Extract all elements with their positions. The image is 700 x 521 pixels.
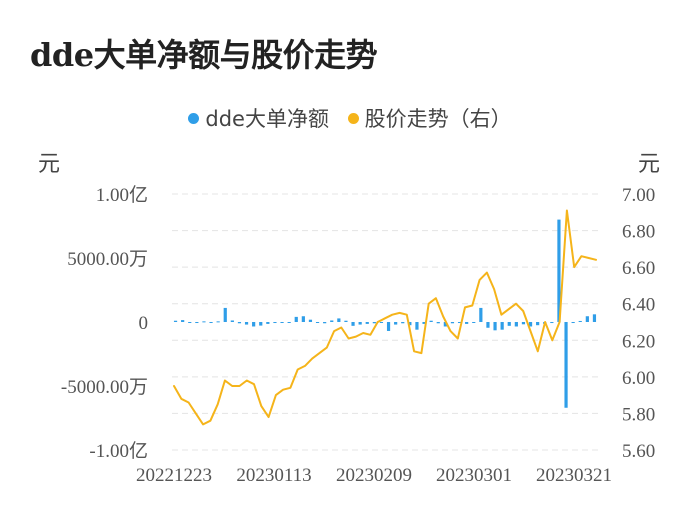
left-axis-unit: 元 (38, 152, 61, 177)
legend-dot-icon (347, 112, 359, 124)
left-tick-label: -1.00亿 (89, 440, 148, 462)
legend-label-dde: dde大单净额 (205, 107, 329, 131)
right-tick-label: 5.60 (622, 441, 655, 462)
chart-legend: dde大单净额 股价走势（右） (0, 103, 700, 133)
dde-bar (422, 322, 426, 324)
dde-bar (436, 322, 440, 324)
legend-label-price: 股价走势（右） (364, 107, 512, 131)
dde-bar (294, 316, 298, 322)
dde-bar (315, 322, 320, 323)
x-tick-label: 20230301 (436, 465, 512, 486)
dde-bar (514, 322, 518, 327)
right-tick-label: 6.60 (622, 258, 655, 279)
dde-bar (173, 320, 178, 322)
dde-bar (457, 322, 462, 324)
dde-bar (252, 322, 256, 327)
dde-bar (273, 322, 277, 324)
dde-bar (536, 322, 540, 326)
dde-bar (344, 320, 348, 322)
legend-item-price[interactable]: 股价走势（右） (347, 103, 512, 133)
dde-bar (557, 219, 561, 322)
x-tick-label: 20221223 (136, 465, 212, 486)
dde-bar (550, 322, 554, 324)
left-tick-label: 1.00亿 (96, 184, 148, 206)
dde-bar (330, 320, 334, 322)
dde-bar (266, 322, 270, 324)
dde-bar (216, 321, 220, 323)
right-tick-label: 5.80 (622, 404, 655, 425)
dde-bar (244, 322, 249, 325)
left-tick-label: -5000.00万 (61, 377, 148, 398)
dde-bar (202, 321, 206, 323)
dde-bar (465, 322, 469, 324)
dde-bar (287, 322, 291, 323)
dde-bar (450, 322, 455, 324)
dde-bar (365, 322, 369, 324)
right-tick-label: 6.00 (622, 368, 655, 389)
dde-bar (401, 322, 405, 324)
dde-bar (209, 322, 213, 323)
dde-bar (415, 322, 419, 330)
x-tick-label: 20230209 (336, 465, 412, 486)
dde-bar (493, 322, 497, 331)
right-tick-label: 6.20 (622, 331, 655, 352)
dde-bar (585, 316, 589, 322)
dde-bar (429, 320, 433, 322)
legend-item-dde[interactable]: dde大单净额 (188, 103, 329, 133)
dde-bar (188, 322, 192, 323)
dde-bar (394, 322, 398, 325)
right-tick-label: 6.80 (622, 222, 655, 243)
dde-bar (479, 307, 483, 322)
dde-bar (521, 322, 526, 325)
dde-bar (351, 322, 355, 326)
page-title: dde大单净额与股价走势 (30, 36, 378, 74)
dde-bar (528, 322, 533, 327)
dde-bar (564, 322, 568, 408)
right-tick-label: 7.00 (622, 185, 655, 206)
dde-bar (301, 316, 305, 322)
dde-bar (308, 319, 313, 322)
dde-bar (472, 322, 476, 323)
x-tick-label: 20230321 (536, 465, 612, 486)
dde-bar (379, 322, 384, 323)
dde-bar (223, 307, 227, 322)
dde-bar (195, 322, 199, 324)
dde-bar (337, 318, 341, 322)
dde-bar (237, 322, 242, 324)
dde-bar (358, 322, 362, 325)
dde-bar (230, 320, 234, 322)
dde-bar (259, 322, 263, 326)
left-tick-label: 5000.00万 (67, 249, 148, 270)
dde-bar (323, 322, 327, 324)
dde-bar (386, 322, 391, 331)
dde-bar (592, 314, 597, 322)
dde-bar (181, 320, 185, 322)
dde-bar (571, 322, 575, 324)
dde-bar (408, 322, 412, 326)
right-tick-label: 6.40 (622, 295, 655, 316)
right-axis-unit: 元 (638, 152, 661, 177)
dde-bar (372, 322, 376, 324)
dde-bar (280, 322, 284, 323)
legend-dot-icon (188, 112, 200, 124)
x-tick-label: 20230113 (236, 465, 311, 486)
dde-bar (578, 320, 582, 322)
dde-bar (507, 322, 511, 326)
dde-bar (486, 322, 490, 328)
price-line (173, 209, 597, 426)
dde-bar (500, 322, 504, 330)
left-tick-label: 0 (139, 313, 149, 334)
dde-bar (443, 322, 447, 327)
